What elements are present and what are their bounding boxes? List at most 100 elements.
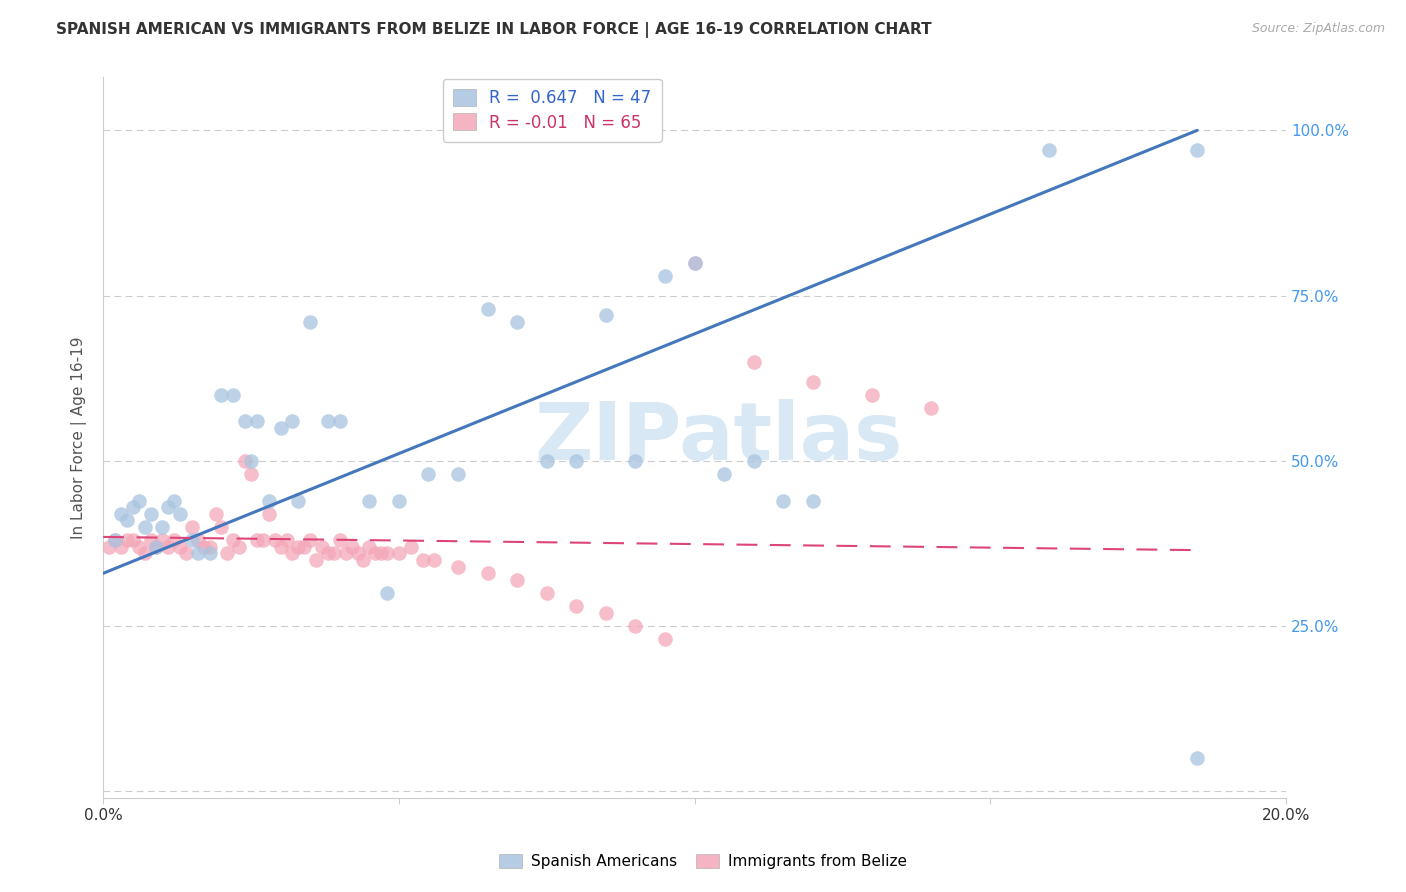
Point xyxy=(375,546,398,560)
Point xyxy=(128,540,150,554)
Point xyxy=(370,546,392,560)
Point xyxy=(536,586,558,600)
Point xyxy=(359,493,381,508)
Point xyxy=(169,507,191,521)
Point xyxy=(1038,143,1060,157)
Point xyxy=(270,540,292,554)
Point xyxy=(506,573,529,587)
Point xyxy=(860,388,883,402)
Point xyxy=(311,540,333,554)
Point xyxy=(115,533,138,548)
Text: ZIPatlas: ZIPatlas xyxy=(534,399,903,476)
Point xyxy=(257,507,280,521)
Point xyxy=(1187,143,1209,157)
Point xyxy=(316,414,339,428)
Point xyxy=(322,546,344,560)
Point xyxy=(335,546,357,560)
Point xyxy=(169,540,191,554)
Point xyxy=(423,553,446,567)
Point xyxy=(104,533,127,548)
Point xyxy=(163,533,186,548)
Point xyxy=(187,546,209,560)
Point xyxy=(292,540,315,554)
Point xyxy=(920,401,942,415)
Point xyxy=(222,388,245,402)
Point xyxy=(683,255,706,269)
Point xyxy=(683,255,706,269)
Point xyxy=(134,520,156,534)
Point xyxy=(565,599,588,614)
Point xyxy=(346,546,368,560)
Point xyxy=(157,540,180,554)
Point xyxy=(299,533,322,548)
Point xyxy=(139,533,162,548)
Text: Source: ZipAtlas.com: Source: ZipAtlas.com xyxy=(1251,22,1385,36)
Point xyxy=(399,540,422,554)
Point xyxy=(222,533,245,548)
Point xyxy=(145,540,167,554)
Point xyxy=(204,507,226,521)
Point xyxy=(217,546,239,560)
Point xyxy=(565,454,588,468)
Point xyxy=(1187,751,1209,765)
Point xyxy=(128,493,150,508)
Point xyxy=(257,493,280,508)
Point xyxy=(228,540,250,554)
Point xyxy=(359,540,381,554)
Point xyxy=(281,546,304,560)
Point xyxy=(233,414,256,428)
Point xyxy=(139,507,162,521)
Point xyxy=(305,553,328,567)
Point xyxy=(299,315,322,329)
Point xyxy=(193,540,215,554)
Point xyxy=(145,540,167,554)
Legend: Spanish Americans, Immigrants from Belize: Spanish Americans, Immigrants from Beliz… xyxy=(494,847,912,875)
Point xyxy=(252,533,274,548)
Point xyxy=(772,493,794,508)
Legend: R =  0.647   N = 47, R = -0.01   N = 65: R = 0.647 N = 47, R = -0.01 N = 65 xyxy=(443,78,661,142)
Point xyxy=(163,493,186,508)
Point xyxy=(121,500,143,515)
Point xyxy=(418,467,440,482)
Point xyxy=(506,315,529,329)
Point xyxy=(329,533,352,548)
Point xyxy=(287,493,309,508)
Point xyxy=(180,533,202,548)
Point xyxy=(364,546,387,560)
Point xyxy=(121,533,143,548)
Point xyxy=(157,500,180,515)
Point xyxy=(654,632,676,647)
Point xyxy=(180,520,202,534)
Point xyxy=(134,546,156,560)
Point xyxy=(110,507,132,521)
Point xyxy=(477,566,499,581)
Point xyxy=(329,414,352,428)
Point xyxy=(240,467,263,482)
Point xyxy=(287,540,309,554)
Point xyxy=(104,533,127,548)
Point xyxy=(624,454,647,468)
Point xyxy=(187,533,209,548)
Point xyxy=(624,619,647,633)
Point xyxy=(150,520,173,534)
Point xyxy=(281,414,304,428)
Y-axis label: In Labor Force | Age 16-19: In Labor Force | Age 16-19 xyxy=(72,336,87,539)
Text: SPANISH AMERICAN VS IMMIGRANTS FROM BELIZE IN LABOR FORCE | AGE 16-19 CORRELATIO: SPANISH AMERICAN VS IMMIGRANTS FROM BELI… xyxy=(56,22,932,38)
Point xyxy=(742,355,765,369)
Point xyxy=(246,533,269,548)
Point xyxy=(654,268,676,283)
Point xyxy=(742,454,765,468)
Point xyxy=(447,559,470,574)
Point xyxy=(174,546,197,560)
Point xyxy=(801,375,824,389)
Point xyxy=(198,540,221,554)
Point xyxy=(536,454,558,468)
Point xyxy=(595,309,617,323)
Point xyxy=(270,421,292,435)
Point xyxy=(340,540,363,554)
Point xyxy=(595,606,617,620)
Point xyxy=(211,520,233,534)
Point xyxy=(150,533,173,548)
Point xyxy=(477,301,499,316)
Point xyxy=(412,553,434,567)
